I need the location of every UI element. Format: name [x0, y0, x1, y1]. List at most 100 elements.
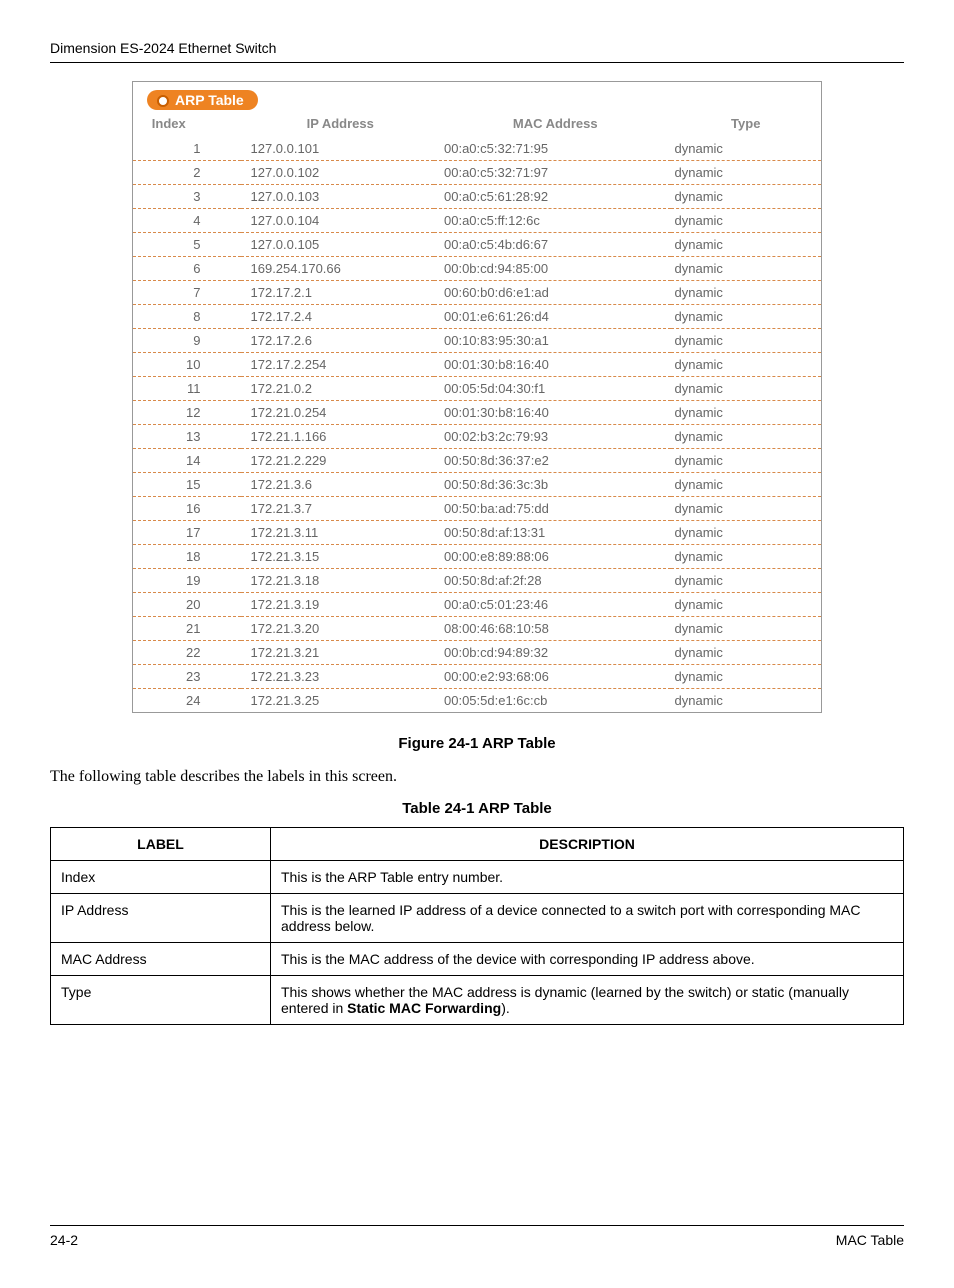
table-row: 23172.21.3.2300:00:e2:93:68:06dynamic: [133, 665, 821, 689]
cell-idx: 12: [133, 401, 241, 425]
col-header-index: Index: [133, 110, 241, 137]
table-row: 1127.0.0.10100:a0:c5:32:71:95dynamic: [133, 137, 821, 161]
cell-mac: 00:01:30:b8:16:40: [434, 353, 671, 377]
cell-mac: 00:05:5d:e1:6c:cb: [434, 689, 671, 713]
cell-type: dynamic: [671, 377, 822, 401]
cell-idx: 8: [133, 305, 241, 329]
cell-idx: 17: [133, 521, 241, 545]
cell-ip: 169.254.170.66: [241, 257, 435, 281]
cell-idx: 15: [133, 473, 241, 497]
cell-mac: 00:a0:c5:ff:12:6c: [434, 209, 671, 233]
cell-type: dynamic: [671, 617, 822, 641]
desc-th-desc: DESCRIPTION: [271, 828, 904, 861]
cell-type: dynamic: [671, 449, 822, 473]
cell-idx: 22: [133, 641, 241, 665]
cell-ip: 172.21.3.19: [241, 593, 435, 617]
table-row: 19172.21.3.1800:50:8d:af:2f:28dynamic: [133, 569, 821, 593]
table-row: 20172.21.3.1900:a0:c5:01:23:46dynamic: [133, 593, 821, 617]
cell-type: dynamic: [671, 185, 822, 209]
cell-mac: 00:0b:cd:94:85:00: [434, 257, 671, 281]
desc-label-cell: MAC Address: [51, 943, 271, 976]
doc-header-title: Dimension ES-2024 Ethernet Switch: [50, 40, 904, 56]
col-header-mac: MAC Address: [434, 110, 671, 137]
tab-dot-icon: [157, 95, 169, 107]
cell-mac: 00:05:5d:04:30:f1: [434, 377, 671, 401]
footer-page-number: 24-2: [50, 1232, 78, 1248]
desc-row: TypeThis shows whether the MAC address i…: [51, 976, 904, 1025]
cell-idx: 10: [133, 353, 241, 377]
cell-mac: 00:50:ba:ad:75:dd: [434, 497, 671, 521]
desc-row: MAC AddressThis is the MAC address of th…: [51, 943, 904, 976]
cell-mac: 08:00:46:68:10:58: [434, 617, 671, 641]
cell-type: dynamic: [671, 137, 822, 161]
cell-ip: 172.21.3.15: [241, 545, 435, 569]
desc-row: IP AddressThis is the learned IP address…: [51, 894, 904, 943]
cell-idx: 13: [133, 425, 241, 449]
cell-idx: 6: [133, 257, 241, 281]
desc-label-cell: Index: [51, 861, 271, 894]
cell-idx: 16: [133, 497, 241, 521]
cell-mac: 00:a0:c5:4b:d6:67: [434, 233, 671, 257]
cell-ip: 172.21.3.6: [241, 473, 435, 497]
cell-ip: 172.17.2.254: [241, 353, 435, 377]
cell-mac: 00:a0:c5:32:71:95: [434, 137, 671, 161]
cell-ip: 127.0.0.103: [241, 185, 435, 209]
cell-idx: 3: [133, 185, 241, 209]
table-row: 12172.21.0.25400:01:30:b8:16:40dynamic: [133, 401, 821, 425]
cell-mac: 00:a0:c5:61:28:92: [434, 185, 671, 209]
cell-mac: 00:50:8d:af:13:31: [434, 521, 671, 545]
desc-th-label: LABEL: [51, 828, 271, 861]
cell-ip: 127.0.0.104: [241, 209, 435, 233]
table-row: 7172.17.2.100:60:b0:d6:e1:addynamic: [133, 281, 821, 305]
table-row: 6169.254.170.6600:0b:cd:94:85:00dynamic: [133, 257, 821, 281]
cell-mac: 00:0b:cd:94:89:32: [434, 641, 671, 665]
cell-ip: 127.0.0.102: [241, 161, 435, 185]
cell-ip: 172.21.3.25: [241, 689, 435, 713]
cell-type: dynamic: [671, 569, 822, 593]
cell-ip: 172.21.3.18: [241, 569, 435, 593]
cell-ip: 172.17.2.4: [241, 305, 435, 329]
col-header-ip: IP Address: [241, 110, 435, 137]
cell-mac: 00:a0:c5:01:23:46: [434, 593, 671, 617]
cell-type: dynamic: [671, 257, 822, 281]
intro-text: The following table describes the labels…: [50, 768, 904, 786]
table-row: 13172.21.1.16600:02:b3:2c:79:93dynamic: [133, 425, 821, 449]
cell-type: dynamic: [671, 593, 822, 617]
cell-type: dynamic: [671, 641, 822, 665]
cell-type: dynamic: [671, 161, 822, 185]
cell-ip: 172.21.0.2: [241, 377, 435, 401]
table-row: 3127.0.0.10300:a0:c5:61:28:92dynamic: [133, 185, 821, 209]
cell-ip: 127.0.0.101: [241, 137, 435, 161]
desc-label-cell: Type: [51, 976, 271, 1025]
table-row: 16172.21.3.700:50:ba:ad:75:dddynamic: [133, 497, 821, 521]
cell-type: dynamic: [671, 233, 822, 257]
cell-mac: 00:a0:c5:32:71:97: [434, 161, 671, 185]
cell-type: dynamic: [671, 353, 822, 377]
cell-idx: 9: [133, 329, 241, 353]
header-rule: [50, 62, 904, 63]
desc-description-cell: This shows whether the MAC address is dy…: [271, 976, 904, 1025]
cell-idx: 21: [133, 617, 241, 641]
cell-ip: 172.17.2.6: [241, 329, 435, 353]
cell-idx: 23: [133, 665, 241, 689]
cell-mac: 00:50:8d:36:3c:3b: [434, 473, 671, 497]
cell-mac: 00:02:b3:2c:79:93: [434, 425, 671, 449]
arp-tab[interactable]: ARP Table: [147, 90, 258, 110]
table-row: 9172.17.2.600:10:83:95:30:a1dynamic: [133, 329, 821, 353]
cell-type: dynamic: [671, 521, 822, 545]
cell-type: dynamic: [671, 545, 822, 569]
table-row: 18172.21.3.1500:00:e8:89:88:06dynamic: [133, 545, 821, 569]
footer-rule: [50, 1225, 904, 1226]
table-row: 5127.0.0.10500:a0:c5:4b:d6:67dynamic: [133, 233, 821, 257]
desc-row: IndexThis is the ARP Table entry number.: [51, 861, 904, 894]
table-row: 15172.21.3.600:50:8d:36:3c:3bdynamic: [133, 473, 821, 497]
col-header-type: Type: [671, 110, 822, 137]
table-row: 22172.21.3.2100:0b:cd:94:89:32dynamic: [133, 641, 821, 665]
cell-idx: 24: [133, 689, 241, 713]
cell-ip: 172.21.3.7: [241, 497, 435, 521]
cell-idx: 7: [133, 281, 241, 305]
cell-mac: 00:50:8d:36:37:e2: [434, 449, 671, 473]
desc-description-cell: This is the MAC address of the device wi…: [271, 943, 904, 976]
cell-mac: 00:01:30:b8:16:40: [434, 401, 671, 425]
cell-type: dynamic: [671, 305, 822, 329]
